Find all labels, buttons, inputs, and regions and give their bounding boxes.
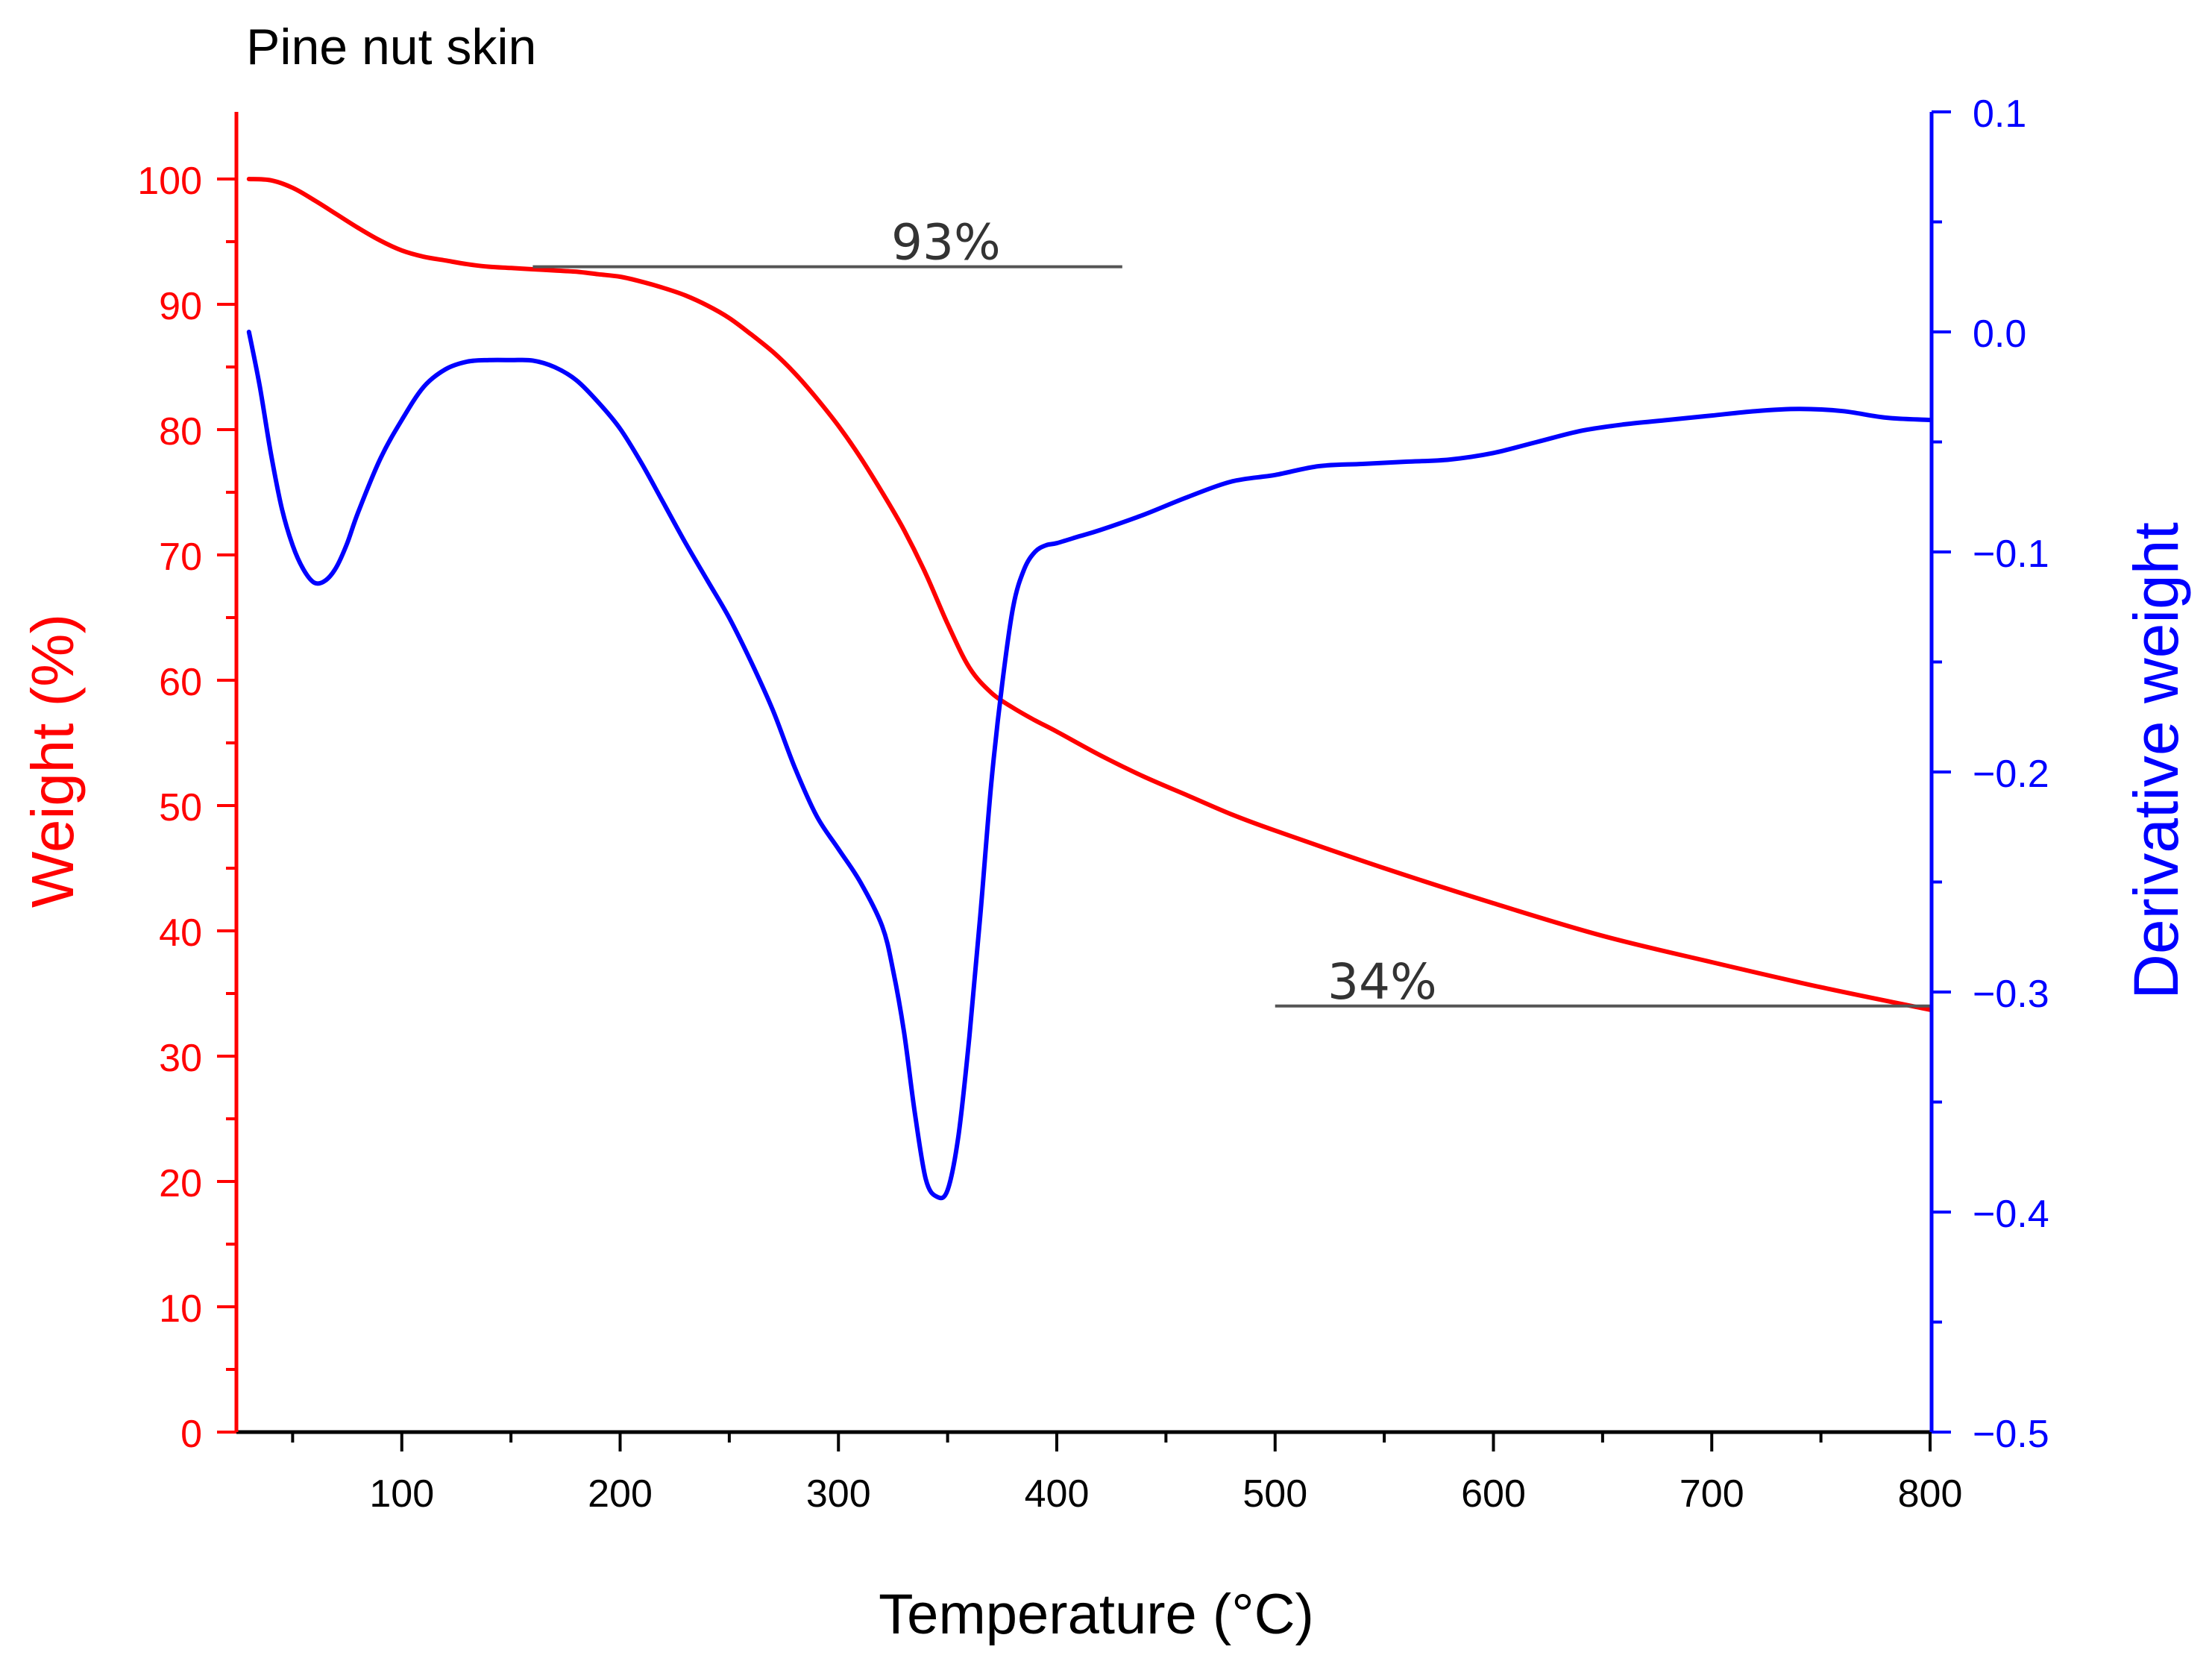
right-tick-label: 0.0 bbox=[1973, 313, 2026, 356]
weight-series-line bbox=[246, 177, 1932, 1012]
left-axis-label: Weight (%) bbox=[19, 614, 86, 908]
right-tick-label: −0.1 bbox=[1973, 533, 2049, 576]
right-axis-ticks: −0.5 −0.4 −0.3 −0.2 −0.1 0.0 0.1 bbox=[1932, 92, 2049, 1456]
left-axis-ticks: 0 10 20 30 40 50 60 70 80 90 100 bbox=[137, 160, 236, 1456]
x-tick-label: 200 bbox=[588, 1472, 653, 1516]
right-tick-label: 0.1 bbox=[1973, 92, 2026, 136]
left-tick-label: 40 bbox=[159, 911, 202, 955]
x-tick-label: 300 bbox=[806, 1472, 871, 1516]
x-tick-label: 600 bbox=[1461, 1472, 1526, 1516]
x-axis-label: Temperature (°C) bbox=[879, 1583, 1314, 1646]
right-axis-label: Derivative weight bbox=[2121, 522, 2191, 999]
chart-title: Pine nut skin bbox=[246, 19, 536, 75]
x-tick-label: 100 bbox=[369, 1472, 434, 1516]
series-layer bbox=[246, 177, 1932, 1201]
x-tick-label: 800 bbox=[1898, 1472, 1963, 1516]
right-tick-label: −0.2 bbox=[1973, 753, 2049, 796]
right-tick-label: −0.4 bbox=[1973, 1193, 2049, 1236]
left-tick-label: 0 bbox=[180, 1413, 202, 1456]
annotation-label: 34% bbox=[1327, 953, 1437, 1011]
left-tick-label: 10 bbox=[159, 1287, 202, 1331]
left-tick-label: 80 bbox=[159, 410, 202, 453]
left-tick-label: 60 bbox=[159, 661, 202, 704]
left-tick-label: 20 bbox=[159, 1162, 202, 1205]
derivative-series-line bbox=[246, 330, 1932, 1201]
x-tick-label: 500 bbox=[1242, 1472, 1307, 1516]
right-tick-label: −0.5 bbox=[1973, 1413, 2049, 1456]
left-tick-label: 50 bbox=[159, 786, 202, 829]
left-tick-label: 90 bbox=[159, 285, 202, 328]
x-tick-label: 400 bbox=[1025, 1472, 1090, 1516]
right-tick-label: −0.3 bbox=[1973, 973, 2049, 1016]
left-tick-label: 70 bbox=[159, 536, 202, 579]
annotation-label: 93% bbox=[891, 214, 1001, 271]
annotation-layer: 93% 34% bbox=[532, 214, 1930, 1011]
left-tick-label: 100 bbox=[137, 160, 202, 203]
left-tick-label: 30 bbox=[159, 1037, 202, 1080]
x-axis-ticks: 100 200 300 400 500 600 700 800 bbox=[291, 1432, 1963, 1516]
x-tick-label: 700 bbox=[1680, 1472, 1744, 1516]
